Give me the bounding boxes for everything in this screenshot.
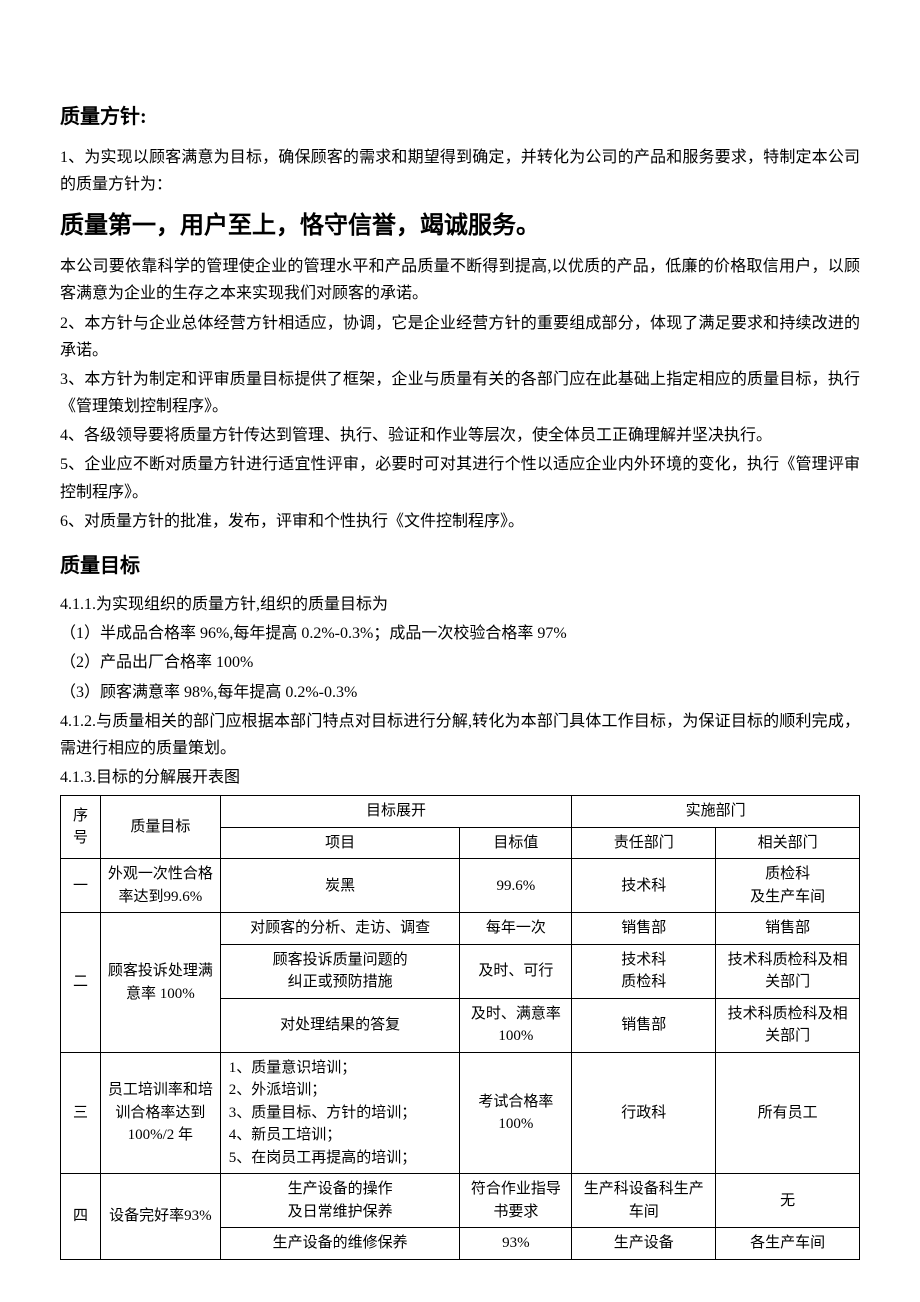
- goal-table: 序号 质量目标 目标展开 实施部门 项目 目标值 责任部门 相关部门 一 外观一…: [60, 795, 860, 1260]
- th-expand: 目标展开: [220, 796, 572, 828]
- goal-l5: 4.1.2.与质量相关的部门应根据本部门特点对目标进行分解,转化为本部门具体工作…: [60, 708, 860, 762]
- goal-l3: （2）产品出厂合格率 100%: [60, 649, 860, 676]
- cell-value: 每年一次: [460, 913, 572, 945]
- policy-heading: 质量方针:: [60, 100, 860, 134]
- cell-resp: 技术科质检科: [572, 944, 716, 998]
- cell-goal: 设备完好率93%: [100, 1174, 220, 1260]
- goal-l6: 4.1.3.目标的分解展开表图: [60, 764, 860, 791]
- cell-related: 技术科质检科及相关部门: [716, 998, 860, 1052]
- cell-goal: 外观一次性合格率达到99.6%: [100, 859, 220, 913]
- cell-related: 无: [716, 1174, 860, 1228]
- goal-l1: 4.1.1.为实现组织的质量方针,组织的质量目标为: [60, 591, 860, 618]
- table-header-row-1: 序号 质量目标 目标展开 实施部门: [61, 796, 860, 828]
- th-dept: 实施部门: [572, 796, 860, 828]
- table-row: 二 顾客投诉处理满意率 100% 对顾客的分析、走访、调查 每年一次 销售部 销…: [61, 913, 860, 945]
- th-item: 项目: [220, 827, 460, 859]
- cell-item: 顾客投诉质量问题的纠正或预防措施: [220, 944, 460, 998]
- policy-p7: 6、对质量方针的批准，发布，评审和个性执行《文件控制程序》。: [60, 508, 860, 535]
- cell-resp: 技术科: [572, 859, 716, 913]
- cell-resp: 销售部: [572, 913, 716, 945]
- goal-l4: （3）顾客满意率 98%,每年提高 0.2%-0.3%: [60, 679, 860, 706]
- cell-related: 各生产车间: [716, 1228, 860, 1260]
- cell-item: 对处理结果的答复: [220, 998, 460, 1052]
- cell-related: 技术科质检科及相关部门: [716, 944, 860, 998]
- policy-p3: 2、本方针与企业总体经营方针相适应，协调，它是企业经营方针的重要组成部分，体现了…: [60, 310, 860, 364]
- th-seq: 序号: [61, 796, 101, 859]
- policy-p2: 本公司要依靠科学的管理使企业的管理水平和产品质量不断得到提高,以优质的产品，低廉…: [60, 253, 860, 307]
- cell-resp: 销售部: [572, 998, 716, 1052]
- cell-goal: 顾客投诉处理满意率 100%: [100, 913, 220, 1053]
- policy-p6: 5、企业应不断对质量方针进行适宜性评审，必要时可对其进行个性以适应企业内外环境的…: [60, 451, 860, 505]
- policy-slogan: 质量第一，用户至上，恪守信誉，竭诚服务。: [60, 206, 860, 247]
- cell-related: 质检科及生产车间: [716, 859, 860, 913]
- cell-goal: 员工培训率和培训合格率达到 100%/2 年: [100, 1052, 220, 1174]
- cell-item: 炭黑: [220, 859, 460, 913]
- table-row: 四 设备完好率93% 生产设备的操作及日常维护保养 符合作业指导书要求 生产科设…: [61, 1174, 860, 1228]
- th-related: 相关部门: [716, 827, 860, 859]
- cell-value: 99.6%: [460, 859, 572, 913]
- th-goal: 质量目标: [100, 796, 220, 859]
- cell-value: 及时、可行: [460, 944, 572, 998]
- th-value: 目标值: [460, 827, 572, 859]
- cell-related: 所有员工: [716, 1052, 860, 1174]
- cell-seq: 一: [61, 859, 101, 913]
- cell-resp: 生产科设备科生产车间: [572, 1174, 716, 1228]
- cell-item: 1、质量意识培训；2、外派培训；3、质量目标、方针的培训；4、新员工培训；5、在…: [220, 1052, 460, 1174]
- cell-item: 生产设备的维修保养: [220, 1228, 460, 1260]
- goal-l2: （1）半成品合格率 96%,每年提高 0.2%-0.3%；成品一次校验合格率 9…: [60, 620, 860, 647]
- cell-item: 对顾客的分析、走访、调查: [220, 913, 460, 945]
- goal-heading: 质量目标: [60, 549, 860, 583]
- cell-value: 符合作业指导书要求: [460, 1174, 572, 1228]
- cell-value: 考试合格率100%: [460, 1052, 572, 1174]
- cell-item: 生产设备的操作及日常维护保养: [220, 1174, 460, 1228]
- cell-seq: 三: [61, 1052, 101, 1174]
- policy-p1: 1、为实现以顾客满意为目标，确保顾客的需求和期望得到确定，并转化为公司的产品和服…: [60, 144, 860, 198]
- th-resp: 责任部门: [572, 827, 716, 859]
- policy-p4: 3、本方针为制定和评审质量目标提供了框架，企业与质量有关的各部门应在此基础上指定…: [60, 366, 860, 420]
- table-row: 三 员工培训率和培训合格率达到 100%/2 年 1、质量意识培训；2、外派培训…: [61, 1052, 860, 1174]
- cell-value: 及时、满意率100%: [460, 998, 572, 1052]
- cell-resp: 生产设备: [572, 1228, 716, 1260]
- cell-seq: 二: [61, 913, 101, 1053]
- policy-p5: 4、各级领导要将质量方针传达到管理、执行、验证和作业等层次，使全体员工正确理解并…: [60, 422, 860, 449]
- cell-seq: 四: [61, 1174, 101, 1260]
- cell-value: 93%: [460, 1228, 572, 1260]
- cell-related: 销售部: [716, 913, 860, 945]
- table-row: 一 外观一次性合格率达到99.6% 炭黑 99.6% 技术科 质检科及生产车间: [61, 859, 860, 913]
- cell-resp: 行政科: [572, 1052, 716, 1174]
